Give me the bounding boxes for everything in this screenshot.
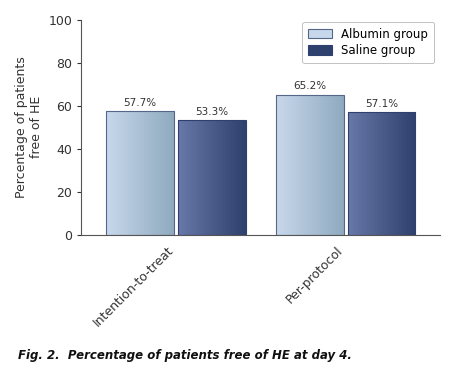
Bar: [276, 95, 344, 235]
Text: 53.3%: 53.3%: [195, 107, 228, 117]
Text: 65.2%: 65.2%: [293, 82, 326, 92]
Legend: Albumin group, Saline group: Albumin group, Saline group: [303, 22, 434, 63]
Text: 57.1%: 57.1%: [365, 99, 398, 109]
Text: 57.7%: 57.7%: [123, 98, 157, 108]
Y-axis label: Percentage of patients
free of HE: Percentage of patients free of HE: [15, 56, 43, 198]
Bar: [348, 112, 415, 235]
Bar: [106, 111, 174, 235]
Bar: [178, 120, 246, 235]
Text: Fig. 2.  Percentage of patients free of HE at day 4.: Fig. 2. Percentage of patients free of H…: [18, 349, 352, 362]
